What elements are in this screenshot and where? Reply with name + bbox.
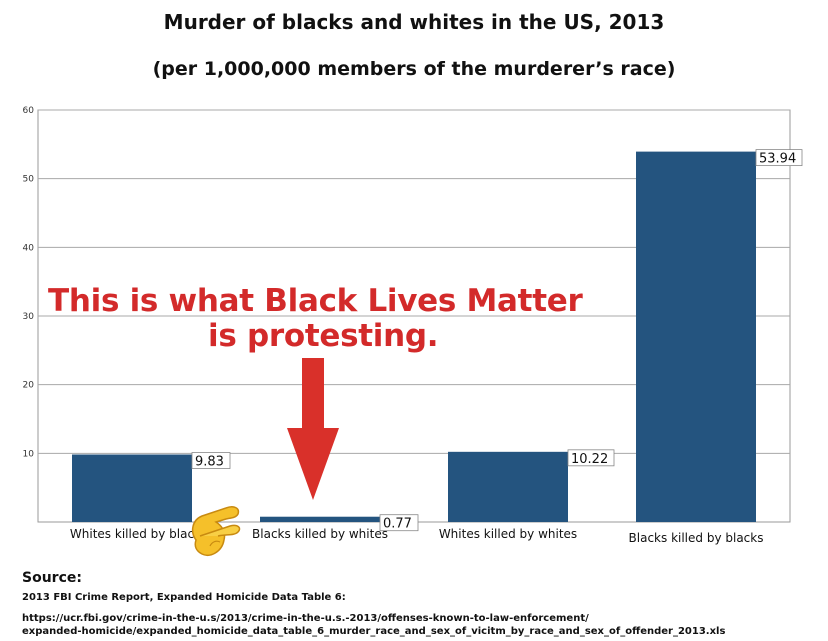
bar <box>260 516 380 522</box>
annotation-line-1: This is what Black Lives Matter <box>48 283 583 319</box>
data-label: 0.77 <box>383 517 412 532</box>
category-label: Blacks killed by whites <box>252 527 388 541</box>
data-label-box <box>755 149 803 167</box>
bar <box>448 451 568 522</box>
data-label: 9.83 <box>195 455 224 470</box>
category-labels: Whites killed by blac Blacks killed by wh… <box>70 527 764 545</box>
bars <box>72 151 756 522</box>
source-url-line-1: https://ucr.fbi.gov/crime-in-the-u.s/201… <box>22 613 589 624</box>
data-label: 10.22 <box>571 452 608 467</box>
bar <box>72 454 192 522</box>
source-reference: 2013 FBI Crime Report, Expanded Homicide… <box>22 592 346 603</box>
arrow-shaft <box>302 358 324 428</box>
data-label-box <box>379 514 419 532</box>
y-tick-label: 40 <box>23 243 35 253</box>
y-tick-label: 20 <box>23 381 35 391</box>
down-arrow-icon <box>287 358 339 500</box>
data-label: 53.94 <box>759 152 796 167</box>
bar-chart: 9.83 0.77 10.22 53.94 10 20 30 40 50 60 Whites k… <box>23 106 803 545</box>
category-label: Blacks killed by blacks <box>629 531 764 545</box>
chart-subtitle: (per 1,000,000 members of the murderer’s… <box>152 58 676 80</box>
chart-title: Murder of blacks and whites in the US, 2… <box>163 10 665 34</box>
category-label: Whites killed by whites <box>439 527 577 541</box>
y-tick-label: 30 <box>23 312 35 322</box>
y-tick-label: 50 <box>23 175 35 185</box>
pinching-hand-icon <box>191 506 241 556</box>
data-label-box <box>191 452 231 469</box>
bar <box>636 151 756 522</box>
source-label: Source: <box>22 570 82 586</box>
category-label: Whites killed by blac <box>70 527 194 541</box>
source-url-line-2: expanded-homicide/expanded_homicide_data… <box>22 626 726 637</box>
y-tick-label: 10 <box>23 449 35 459</box>
y-tick-label: 60 <box>23 106 35 116</box>
data-labels: 9.83 0.77 10.22 53.94 <box>191 149 803 532</box>
annotation-line-2: is protesting. <box>208 318 439 354</box>
data-label-box <box>567 449 615 467</box>
arrow-head <box>287 428 339 500</box>
y-axis-ticks: 10 20 30 40 50 60 <box>23 106 35 459</box>
